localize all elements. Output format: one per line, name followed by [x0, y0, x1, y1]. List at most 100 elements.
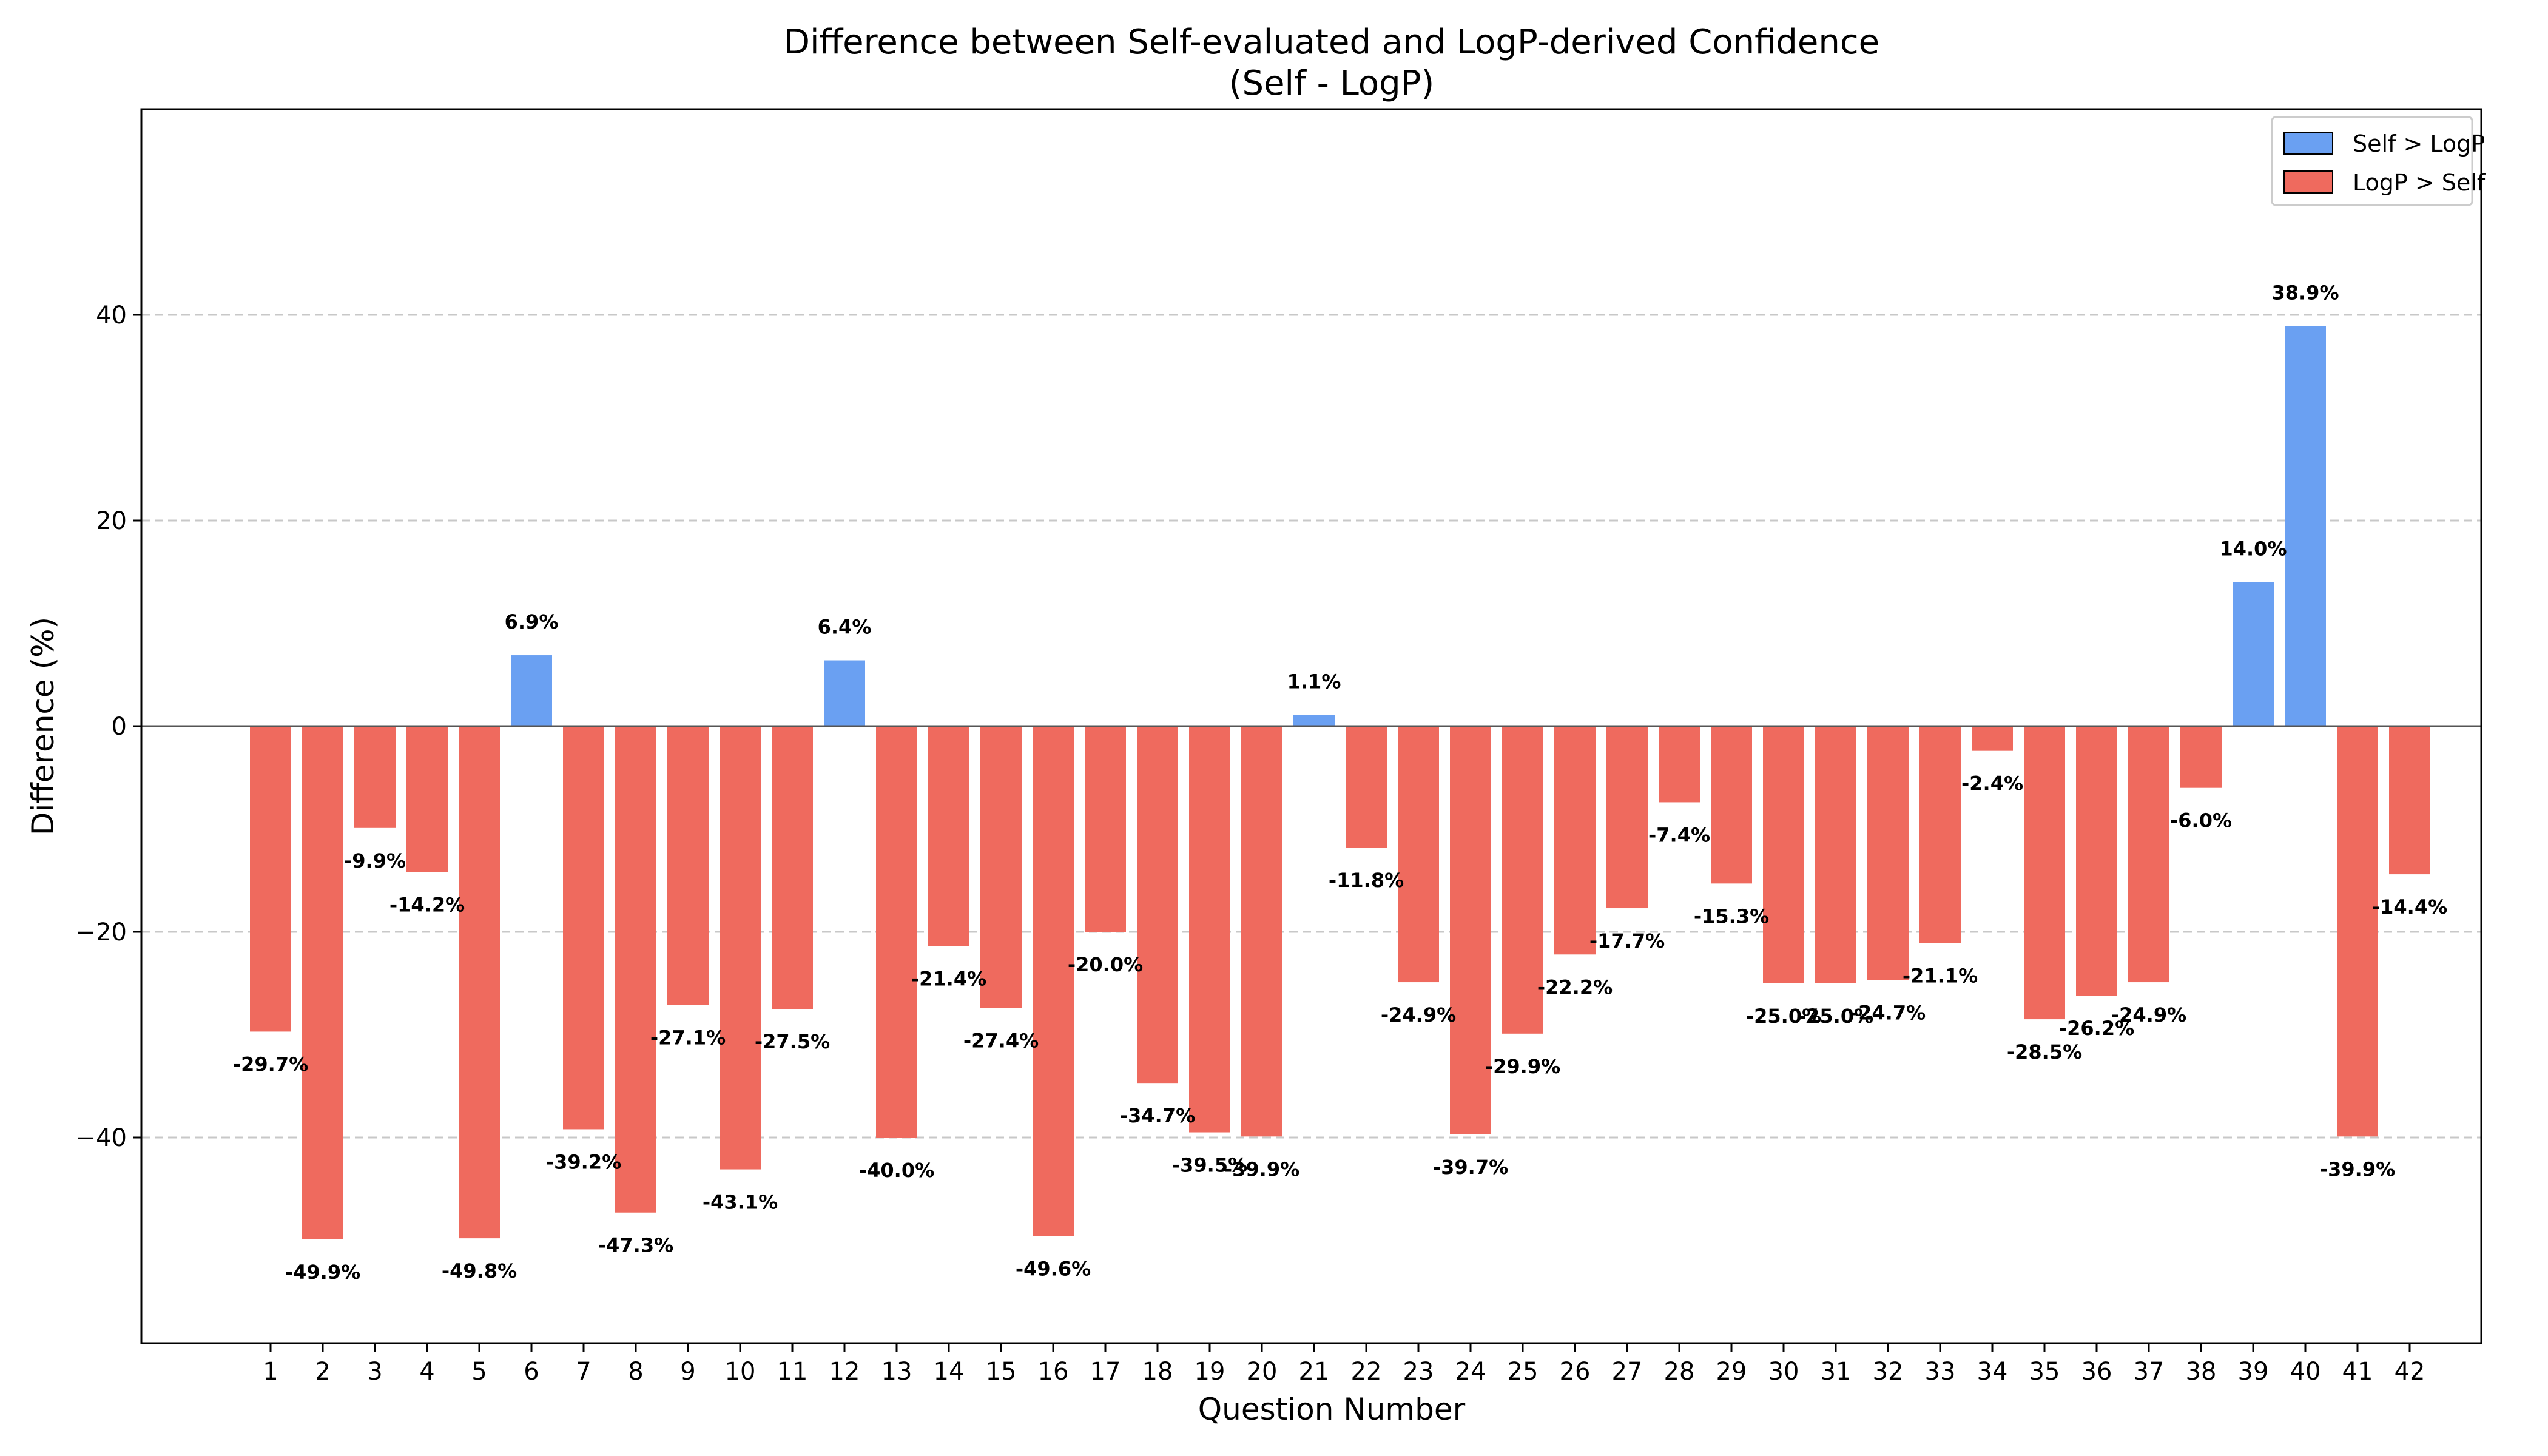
x-tick-label: 37	[2134, 1358, 2165, 1386]
data-label-question-40: 38.9%	[2271, 281, 2339, 305]
data-label-question-17: -20.0%	[1068, 953, 1143, 976]
legend-swatch-logp-greater	[2283, 170, 2333, 194]
x-tick-label: 5	[471, 1358, 487, 1386]
x-tick-label: 41	[2342, 1358, 2373, 1386]
data-label-question-2: -49.9%	[285, 1261, 360, 1284]
data-label-question-26: -22.2%	[1537, 976, 1613, 999]
x-tick-label: 25	[1508, 1358, 1539, 1386]
x-tick-label: 34	[1977, 1358, 2008, 1386]
x-tick-label: 36	[2081, 1358, 2112, 1386]
x-tick-label: 3	[367, 1358, 382, 1386]
bar-question-37	[2128, 726, 2169, 983]
data-label-question-7: -39.2%	[546, 1150, 621, 1173]
x-tick-label: 10	[725, 1358, 756, 1386]
bar-question-28	[1659, 726, 1700, 803]
x-tick-label: 7	[576, 1358, 591, 1386]
x-tick-label: 31	[1821, 1358, 1852, 1386]
bar-question-10	[720, 726, 761, 1170]
bar-question-23	[1398, 726, 1439, 983]
data-label-question-27: -17.7%	[1589, 929, 1665, 952]
x-tick-label: 38	[2186, 1358, 2217, 1386]
bar-question-29	[1711, 726, 1752, 884]
data-label-question-32: -24.7%	[1850, 1002, 1926, 1025]
bar-question-7	[563, 726, 604, 1130]
bar-question-25	[1502, 726, 1543, 1034]
data-label-question-34: -2.4%	[1961, 772, 2023, 795]
bar-question-4	[406, 726, 448, 872]
x-tick-label: 35	[2029, 1358, 2060, 1386]
bar-question-41	[2337, 726, 2378, 1137]
data-label-question-12: 6.4%	[818, 616, 872, 639]
bar-question-6	[511, 655, 552, 726]
data-label-question-3: -9.9%	[344, 849, 406, 872]
bar-question-36	[2076, 726, 2117, 996]
x-tick-label: 28	[1664, 1358, 1695, 1386]
bar-question-2	[302, 726, 343, 1239]
data-label-question-39: 14.0%	[2219, 538, 2287, 561]
data-label-question-14: -21.4%	[911, 968, 986, 991]
x-tick-label: 24	[1455, 1358, 1486, 1386]
data-label-question-37: -24.9%	[2111, 1003, 2186, 1026]
data-label-question-23: -24.9%	[1381, 1003, 1456, 1026]
y-tick-label: 20	[96, 507, 127, 535]
bar-question-19	[1189, 726, 1230, 1133]
bar-question-16	[1033, 726, 1074, 1236]
x-tick-label: 4	[419, 1358, 434, 1386]
x-axis-label: Question Number	[1198, 1392, 1466, 1427]
bar-question-42	[2389, 726, 2430, 875]
bars	[250, 326, 2430, 1239]
bar-question-20	[1241, 726, 1282, 1137]
data-labels: -29.7% -49.9% -9.9% -14.2% -49.8% 6.9% -39.2% -…	[233, 281, 2447, 1284]
legend-label-self-greater: Self > LogP	[2353, 130, 2485, 157]
data-label-question-15: -27.4%	[963, 1029, 1039, 1052]
data-label-question-33: -21.1%	[1903, 965, 1978, 988]
y-tick-label: 40	[96, 302, 127, 329]
data-label-question-21: 1.1%	[1287, 670, 1341, 693]
bar-question-15	[980, 726, 1022, 1008]
x-tick-label: 2	[315, 1358, 330, 1386]
legend: Self > LogP LogP > Self	[2271, 116, 2486, 206]
x-tick-label: 12	[829, 1358, 860, 1386]
x-tick-label: 33	[1925, 1358, 1956, 1386]
x-tick-label: 11	[777, 1358, 808, 1386]
bar-question-22	[1346, 726, 1387, 848]
x-tick-label: 21	[1299, 1358, 1330, 1386]
x-tick-label: 14	[934, 1358, 965, 1386]
x-tick-label: 19	[1195, 1358, 1225, 1386]
bar-question-1	[250, 726, 291, 1032]
x-tick-label: 15	[986, 1358, 1017, 1386]
bar-question-33	[1919, 726, 1961, 943]
data-label-question-9: -27.1%	[650, 1026, 726, 1049]
legend-swatch-self-greater	[2283, 132, 2333, 155]
bar-question-40	[2285, 326, 2326, 726]
bar-question-11	[772, 726, 813, 1009]
x-tick-label: 16	[1038, 1358, 1069, 1386]
data-label-question-25: -29.9%	[1485, 1055, 1560, 1078]
data-label-question-24: -39.7%	[1433, 1156, 1508, 1179]
chart-title: Difference between Self-evaluated and Lo…	[784, 22, 1879, 62]
x-tick-label: 6	[524, 1358, 539, 1386]
data-label-question-36: -26.2%	[2059, 1017, 2134, 1040]
bar-question-21	[1293, 715, 1335, 726]
y-axis-ticks: −40 −20 0 20 40	[76, 302, 141, 1152]
data-label-question-4: -14.2%	[389, 894, 465, 917]
data-label-question-20: -39.9%	[1224, 1158, 1299, 1181]
data-label-question-35: -28.5%	[2007, 1040, 2082, 1063]
x-tick-label: 18	[1142, 1358, 1173, 1386]
data-label-question-38: -6.0%	[2170, 809, 2232, 832]
bar-question-8	[615, 726, 656, 1213]
bar-question-12	[824, 660, 865, 726]
bar-question-14	[928, 726, 969, 946]
bar-question-9	[667, 726, 709, 1005]
x-tick-label: 27	[1612, 1358, 1643, 1386]
x-tick-label: 22	[1351, 1358, 1382, 1386]
data-label-question-10: -43.1%	[703, 1191, 778, 1214]
x-tick-label: 8	[628, 1358, 643, 1386]
bar-question-3	[354, 726, 396, 828]
bar-question-27	[1606, 726, 1648, 909]
data-label-question-30: -25.0%	[1746, 1005, 1821, 1028]
x-tick-label: 40	[2290, 1358, 2321, 1386]
data-label-question-31: -25.0%	[1798, 1005, 1873, 1028]
y-tick-label: −40	[76, 1124, 127, 1152]
